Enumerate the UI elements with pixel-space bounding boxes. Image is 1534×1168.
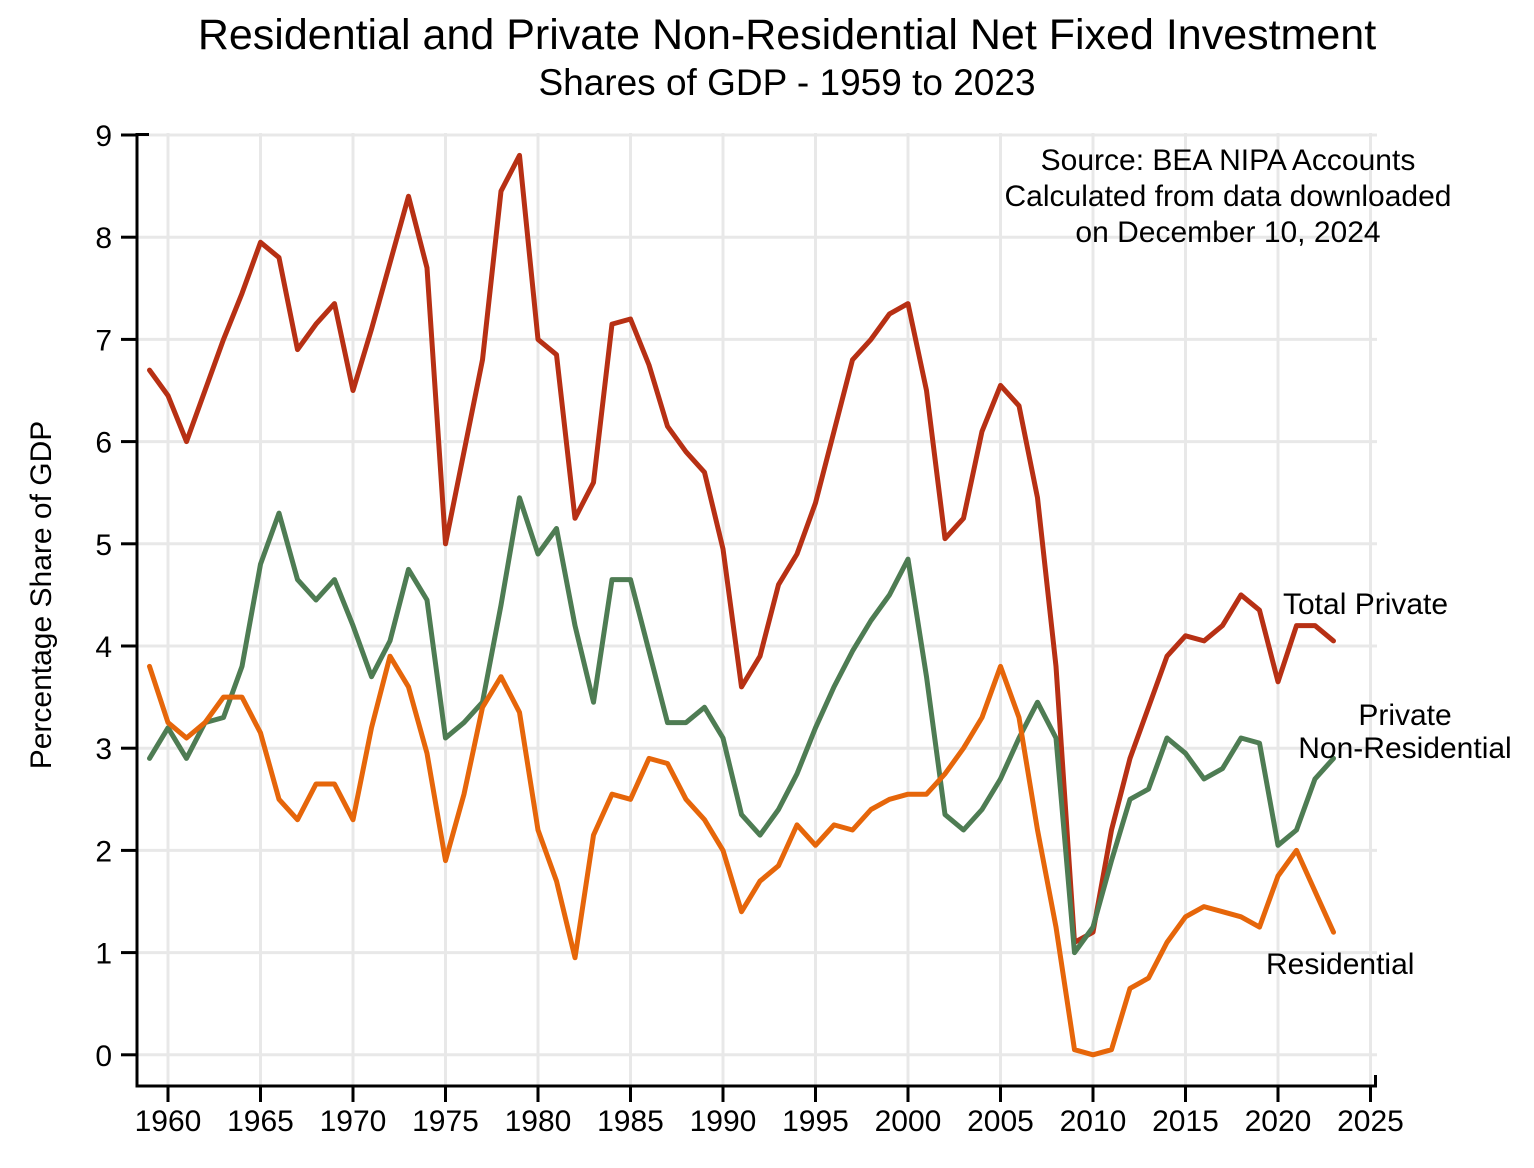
- x-tick-label: 1995: [782, 1105, 849, 1138]
- x-tick-label: 2015: [1152, 1105, 1219, 1138]
- series-label-total-private: Total Private: [1283, 588, 1449, 621]
- y-tick-label: 1: [95, 938, 112, 971]
- source-note-line: Calculated from data downloaded: [1004, 180, 1452, 213]
- source-note-line: on December 10, 2024: [1075, 216, 1381, 249]
- x-tick-label: 1990: [690, 1105, 757, 1138]
- y-tick-label: 5: [95, 529, 112, 562]
- y-tick-label: 6: [95, 427, 112, 460]
- x-tick-label: 1985: [597, 1105, 664, 1138]
- series-label-line: Non-Residential: [1298, 732, 1512, 765]
- x-tick-label: 2020: [1245, 1105, 1312, 1138]
- series-line-private-non-residential: [147, 495, 1336, 956]
- y-tick-label: 0: [95, 1040, 112, 1073]
- x-tick-label: 1980: [505, 1105, 572, 1138]
- series-line-total-private: [147, 152, 1336, 945]
- x-tick-label: 1970: [320, 1105, 387, 1138]
- x-tick-label: 2025: [1337, 1105, 1404, 1138]
- y-tick-label: 3: [95, 733, 112, 766]
- x-tick-label: 1965: [227, 1105, 294, 1138]
- series-label-private-non-residential: Private Non-Residential: [1235, 699, 1534, 765]
- chart-title: Residential and Private Non-Residential …: [197, 11, 1377, 59]
- series-label-residential: Residential: [1266, 948, 1415, 981]
- y-tick-label: 9: [95, 120, 112, 153]
- source-note-line: Source: BEA NIPA Accounts: [1040, 144, 1416, 177]
- x-tick-label: 1960: [135, 1105, 202, 1138]
- series-label-line: Private: [1358, 699, 1452, 732]
- y-tick-label: 7: [95, 324, 112, 357]
- y-tick-label: 2: [95, 835, 112, 868]
- y-tick-label: 8: [95, 222, 112, 255]
- source-note: Source: BEA NIPA Accounts Calculated fro…: [928, 143, 1528, 251]
- y-tick-label: 4: [95, 631, 112, 664]
- x-tick-label: 1975: [412, 1105, 479, 1138]
- series-line-residential: [147, 653, 1336, 1058]
- x-tick-label: 2010: [1060, 1105, 1127, 1138]
- chart-subtitle: Shares of GDP - 1959 to 2023: [538, 62, 1036, 103]
- x-tick-label: 2000: [875, 1105, 942, 1138]
- y-axis-title: Percentage Share of GDP: [25, 420, 58, 770]
- x-tick-label: 2005: [967, 1105, 1034, 1138]
